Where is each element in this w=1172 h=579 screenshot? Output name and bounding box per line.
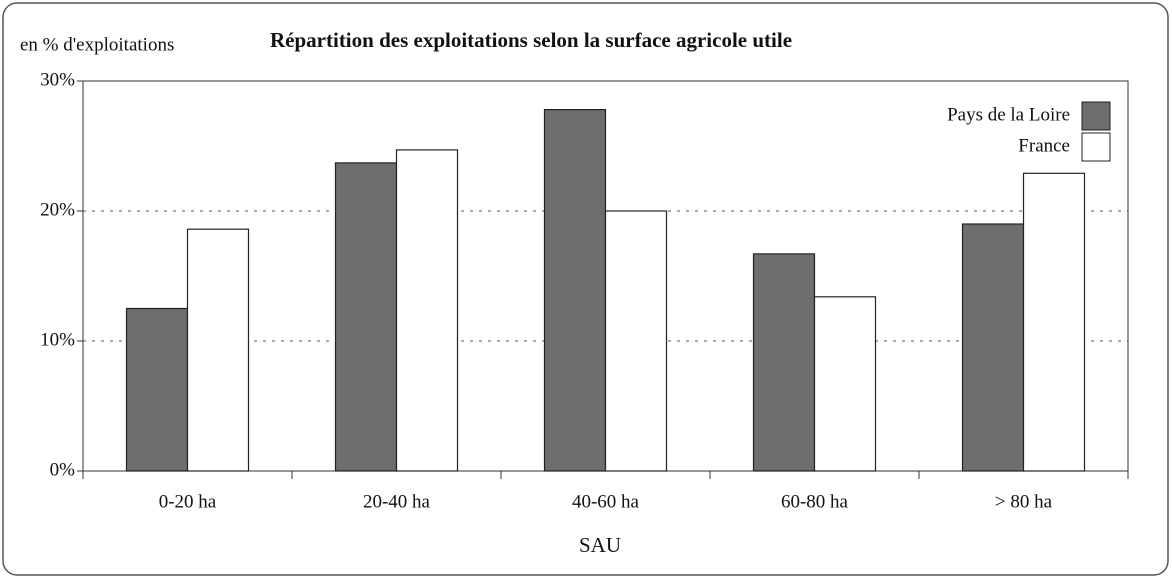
x-tick-label: 20-40 ha — [363, 491, 431, 512]
bar — [125, 307, 189, 472]
bar — [1022, 172, 1086, 472]
y-tick-label: 20% — [40, 199, 75, 220]
bar — [186, 228, 250, 472]
y-tick-label: 10% — [40, 329, 75, 350]
x-tick-label: > 80 ha — [995, 491, 1053, 512]
bar — [543, 108, 607, 472]
x-tick-label: 40-60 ha — [572, 491, 640, 512]
y-tick-label: 0% — [50, 459, 76, 480]
x-tick-label: 60-80 ha — [781, 491, 849, 512]
bar — [395, 149, 459, 472]
x-axis-label: SAU — [579, 533, 621, 557]
bar — [961, 223, 1025, 472]
bar — [752, 253, 816, 472]
y-axis-label: en % d'exploitations — [20, 34, 174, 55]
legend-label: Pays de la Loire — [947, 104, 1070, 125]
chart-title: Répartition des exploitations selon la s… — [270, 28, 792, 52]
x-tick-label: 0-20 ha — [159, 491, 217, 512]
bar — [604, 210, 668, 472]
bar — [813, 296, 877, 472]
legend-swatch — [1081, 101, 1111, 131]
legend-label: France — [1018, 135, 1070, 156]
y-tick-label: 30% — [40, 69, 75, 90]
legend-swatch — [1081, 132, 1111, 162]
bar — [334, 162, 398, 472]
